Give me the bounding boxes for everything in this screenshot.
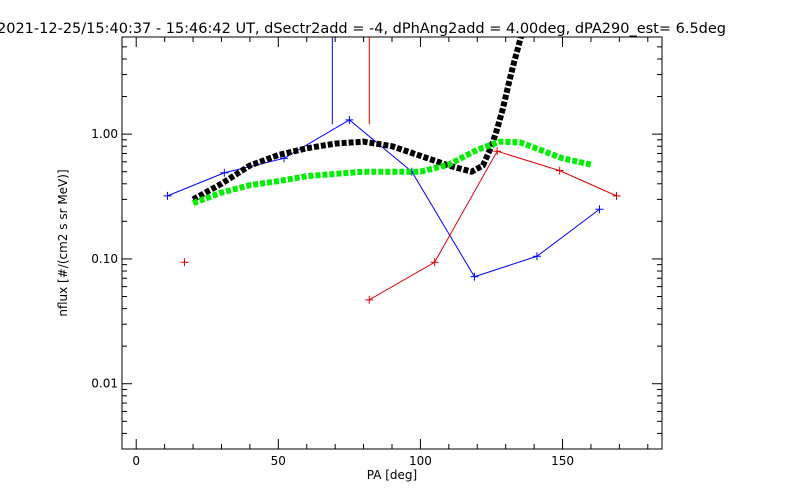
data-point	[493, 147, 502, 156]
data-point	[430, 258, 439, 267]
chart-title: 2021-12-25/15:40:37 - 15:46:42 UT, dSect…	[0, 21, 726, 37]
data-point	[470, 272, 479, 281]
y-tick-label: 1.00	[91, 127, 118, 141]
data-point	[180, 258, 189, 267]
series-curve	[192, 138, 592, 206]
series-layer	[163, 37, 621, 304]
data-point	[555, 166, 564, 175]
x-tick-label: 50	[271, 454, 286, 468]
data-point	[365, 295, 374, 304]
data-point	[612, 191, 621, 200]
x-tick-label: 150	[551, 454, 574, 468]
data-point	[220, 168, 229, 177]
x-tick-label: 100	[409, 454, 432, 468]
plot-data	[163, 37, 621, 304]
y-tick-label: 0.10	[91, 252, 118, 266]
data-point	[345, 115, 354, 124]
data-point	[532, 252, 541, 261]
data-point	[163, 191, 172, 200]
x-tick-label: 0	[132, 454, 140, 468]
axes: 0 50 100 150 0.01 0.10 1.00	[91, 36, 662, 468]
x-axis-label: PA [deg]	[367, 468, 417, 482]
series-curve	[191, 37, 525, 203]
y-axis-label: nflux [#/(cm2 s sr MeV)]	[56, 169, 70, 316]
series-line	[167, 119, 600, 278]
plot-area	[121, 36, 663, 450]
y-tick-label: 0.01	[91, 377, 118, 391]
data-point	[595, 205, 604, 214]
